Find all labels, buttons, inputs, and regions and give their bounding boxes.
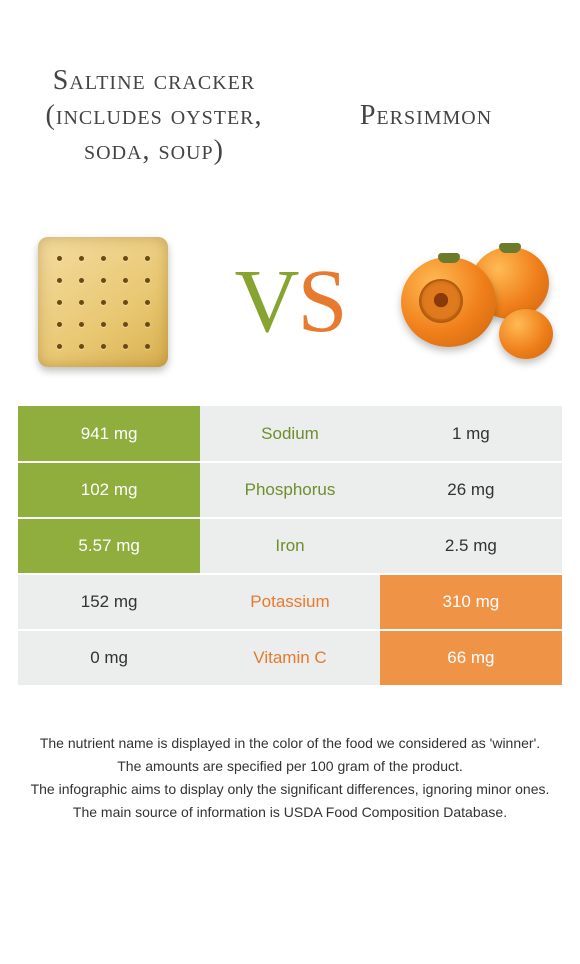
table-row: 5.57 mgIron2.5 mg	[18, 518, 562, 574]
value-right: 1 mg	[380, 406, 562, 462]
table-row: 941 mgSodium1 mg	[18, 406, 562, 462]
footnote-line: The nutrient name is displayed in the co…	[24, 733, 556, 754]
nutrient-label: Sodium	[200, 406, 380, 462]
nutrient-table-body: 941 mgSodium1 mg102 mgPhosphorus26 mg5.5…	[18, 406, 562, 686]
vs-s: S	[297, 252, 345, 351]
table-row: 152 mgPotassium310 mg	[18, 574, 562, 630]
footnote-line: The amounts are specified per 100 gram o…	[24, 756, 556, 777]
hero-row: VS	[18, 232, 562, 372]
nutrient-table: 941 mgSodium1 mg102 mgPhosphorus26 mg5.5…	[18, 406, 562, 687]
value-right: 26 mg	[380, 462, 562, 518]
nutrient-label: Iron	[200, 518, 380, 574]
value-left: 0 mg	[18, 630, 200, 686]
value-left: 102 mg	[18, 462, 200, 518]
cracker-icon	[38, 237, 168, 367]
food-image-right	[392, 232, 562, 372]
nutrient-label: Phosphorus	[200, 462, 380, 518]
food-image-left	[18, 232, 188, 372]
persimmon-icon	[397, 237, 557, 367]
value-left: 152 mg	[18, 574, 200, 630]
table-row: 102 mgPhosphorus26 mg	[18, 462, 562, 518]
title-left: Saltine cracker (includes oyster, soda, …	[18, 63, 290, 168]
footnote-line: The infographic aims to display only the…	[24, 779, 556, 800]
value-right: 66 mg	[380, 630, 562, 686]
nutrient-label: Potassium	[200, 574, 380, 630]
titles-row: Saltine cracker (includes oyster, soda, …	[18, 20, 562, 210]
footnote-line: The main source of information is USDA F…	[24, 802, 556, 823]
footnotes: The nutrient name is displayed in the co…	[18, 733, 562, 823]
value-left: 941 mg	[18, 406, 200, 462]
table-row: 0 mgVitamin C66 mg	[18, 630, 562, 686]
value-right: 2.5 mg	[380, 518, 562, 574]
title-right: Persimmon	[290, 98, 562, 133]
vs-v: V	[234, 252, 297, 351]
value-right: 310 mg	[380, 574, 562, 630]
vs-label: VS	[188, 257, 392, 347]
nutrient-label: Vitamin C	[200, 630, 380, 686]
value-left: 5.57 mg	[18, 518, 200, 574]
